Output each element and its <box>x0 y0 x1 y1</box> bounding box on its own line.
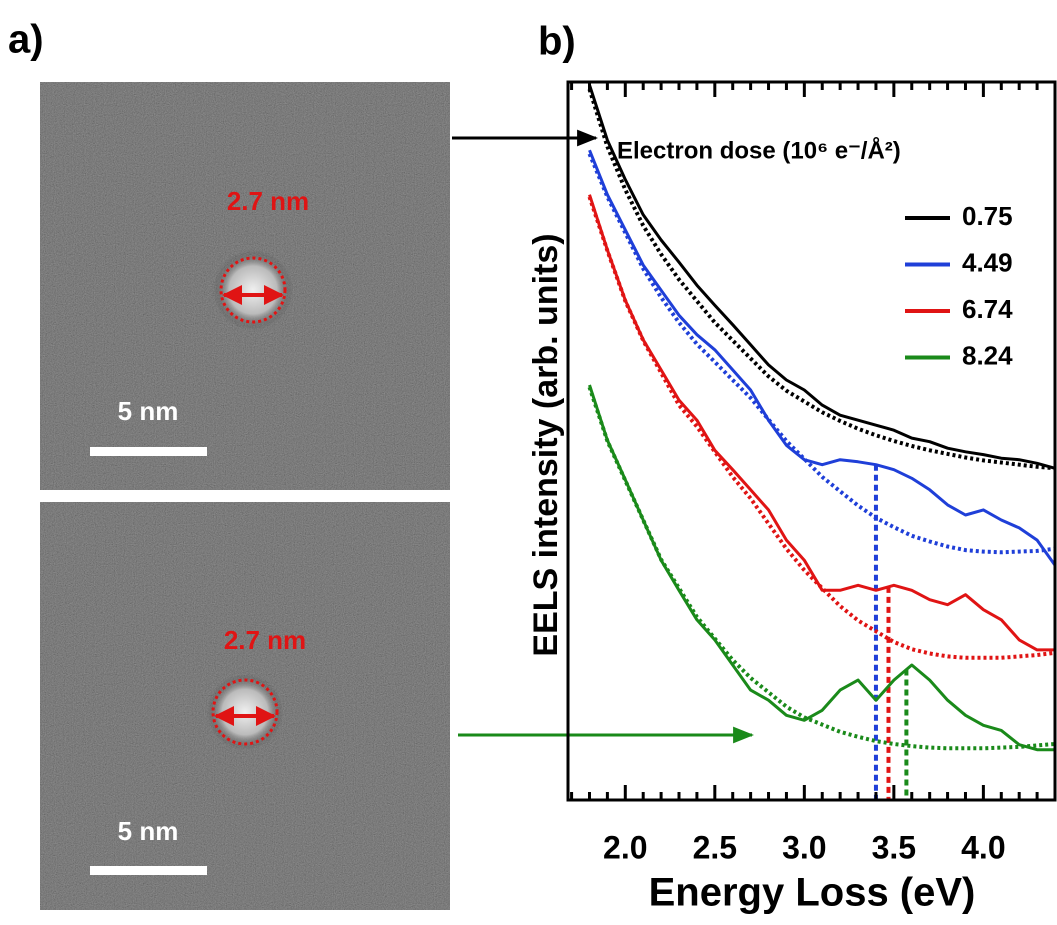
x-tick-label: 2.5 <box>693 829 737 865</box>
fit-line <box>587 153 1056 555</box>
legend-label: 8.24 <box>962 340 1013 370</box>
fit-line <box>587 386 1056 751</box>
x-tick-label: 4.0 <box>961 829 1005 865</box>
tem-image: 2.7 nm 5 nm <box>40 82 450 490</box>
scale-label: 5 nm <box>118 816 179 846</box>
x-tick-label: 2.0 <box>603 829 647 865</box>
x-axis-label: Energy Loss (eV) <box>649 871 976 915</box>
fit-line <box>587 88 1056 471</box>
data-line <box>588 149 1057 567</box>
tem-image: 2.7 nm 5 nm <box>40 502 450 910</box>
size-label: 2.7 nm <box>227 186 309 216</box>
plot-frame <box>566 80 1057 802</box>
legend-title: Electron dose (10⁶ e⁻/Å²) <box>617 136 901 164</box>
scale-label: 5 nm <box>118 396 179 426</box>
size-label: 2.7 nm <box>224 625 306 655</box>
data-line <box>588 84 1056 470</box>
legend-label: 4.49 <box>962 247 1013 277</box>
x-tick-label: 3.0 <box>782 829 826 865</box>
legend-label: 6.74 <box>962 294 1013 324</box>
plot <box>587 84 1057 800</box>
y-axis-label: EELS intensity (arb. units) <box>527 233 565 656</box>
x-tick-label: 3.5 <box>872 829 916 865</box>
panel-label: b) <box>538 20 576 64</box>
data-line <box>588 384 1055 752</box>
data-line <box>588 194 1055 652</box>
panel-label: a) <box>8 18 44 62</box>
legend-label: 0.75 <box>962 201 1013 231</box>
